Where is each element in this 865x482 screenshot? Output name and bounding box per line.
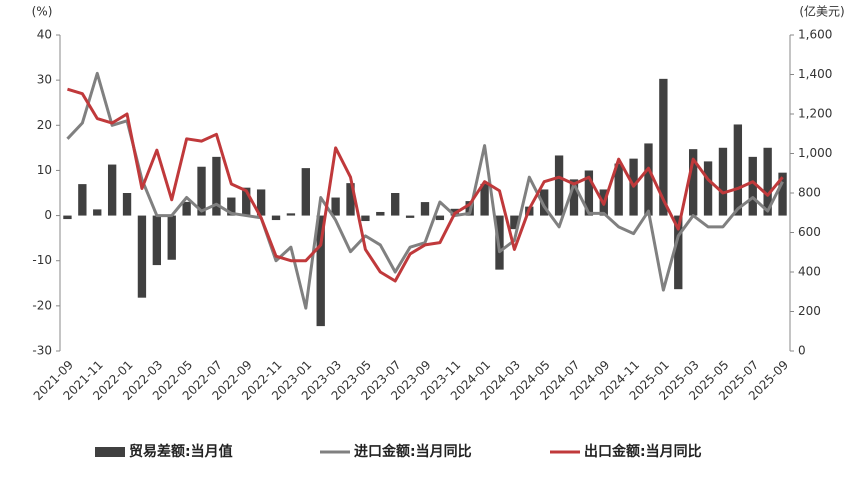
- legend-label: 贸易差额:当月值: [129, 443, 233, 460]
- bar: [405, 215, 415, 218]
- y2-tick-label: 1,000: [798, 146, 832, 160]
- y-tick-label: 20: [37, 118, 52, 132]
- bar: [614, 163, 623, 216]
- bar: [331, 197, 340, 216]
- bar: [122, 193, 132, 216]
- bar: [733, 124, 743, 216]
- y2-tick-label: 0: [798, 344, 806, 358]
- y2-tick-label: 400: [798, 265, 821, 279]
- bar: [361, 215, 370, 222]
- bar: [659, 78, 668, 216]
- bar: [778, 172, 787, 216]
- y-tick-label: -30: [32, 344, 52, 358]
- bar: [137, 215, 147, 298]
- bar: [480, 183, 489, 216]
- y2-axis-title: (亿美元): [799, 4, 844, 19]
- bar: [346, 183, 355, 216]
- bar: [152, 215, 162, 266]
- legend-swatch: [95, 447, 125, 457]
- y-tick-label: 40: [37, 28, 52, 42]
- bar: [242, 187, 251, 216]
- bar: [376, 211, 385, 216]
- bar: [197, 166, 206, 216]
- y-tick-label: 0: [44, 208, 52, 222]
- bar: [420, 202, 430, 216]
- bar: [271, 215, 281, 221]
- line: [66, 71, 784, 310]
- bar: [435, 215, 445, 221]
- bar: [107, 164, 117, 216]
- bar: [227, 197, 236, 216]
- bar: [718, 147, 728, 216]
- y-axis-title: (%): [32, 5, 53, 19]
- bar: [167, 215, 176, 260]
- bar: [301, 168, 310, 216]
- bar: [93, 209, 102, 216]
- legend-label: 出口金额:当月同比: [584, 443, 702, 460]
- y2-tick-label: 600: [798, 225, 821, 239]
- bar: [286, 213, 296, 216]
- bar: [63, 215, 72, 220]
- bar: [584, 170, 594, 216]
- bar: [510, 215, 519, 230]
- bar: [763, 147, 772, 216]
- line: [67, 87, 784, 283]
- legend: 贸易差额:当月值 进口金额:当月同比 出口金额:当月同比: [95, 443, 702, 460]
- y-tick-label: 10: [37, 163, 52, 177]
- bar: [212, 156, 221, 216]
- legend-label: 进口金额:当月同比: [354, 443, 472, 460]
- bar: [540, 189, 549, 216]
- bar: [391, 193, 400, 216]
- bar: [674, 215, 683, 290]
- bar: [703, 161, 713, 216]
- bar: [316, 215, 325, 327]
- y-tick-label: -10: [32, 253, 52, 267]
- bar: [256, 189, 266, 216]
- bar: [182, 201, 191, 216]
- y2-tick-label: 1,600: [798, 28, 832, 42]
- bar: [644, 143, 653, 216]
- bar: [78, 184, 87, 216]
- y2-tick-label: 200: [798, 304, 821, 318]
- bar: [554, 155, 564, 216]
- y2-tick-label: 1,400: [798, 67, 832, 81]
- y2-tick-label: 1,200: [798, 107, 832, 121]
- y-tick-label: -20: [32, 298, 52, 312]
- bar: [569, 179, 579, 216]
- bar: [688, 149, 698, 216]
- y-tick-label: 30: [37, 73, 52, 87]
- y2-tick-label: 800: [798, 186, 821, 200]
- bar: [748, 156, 757, 216]
